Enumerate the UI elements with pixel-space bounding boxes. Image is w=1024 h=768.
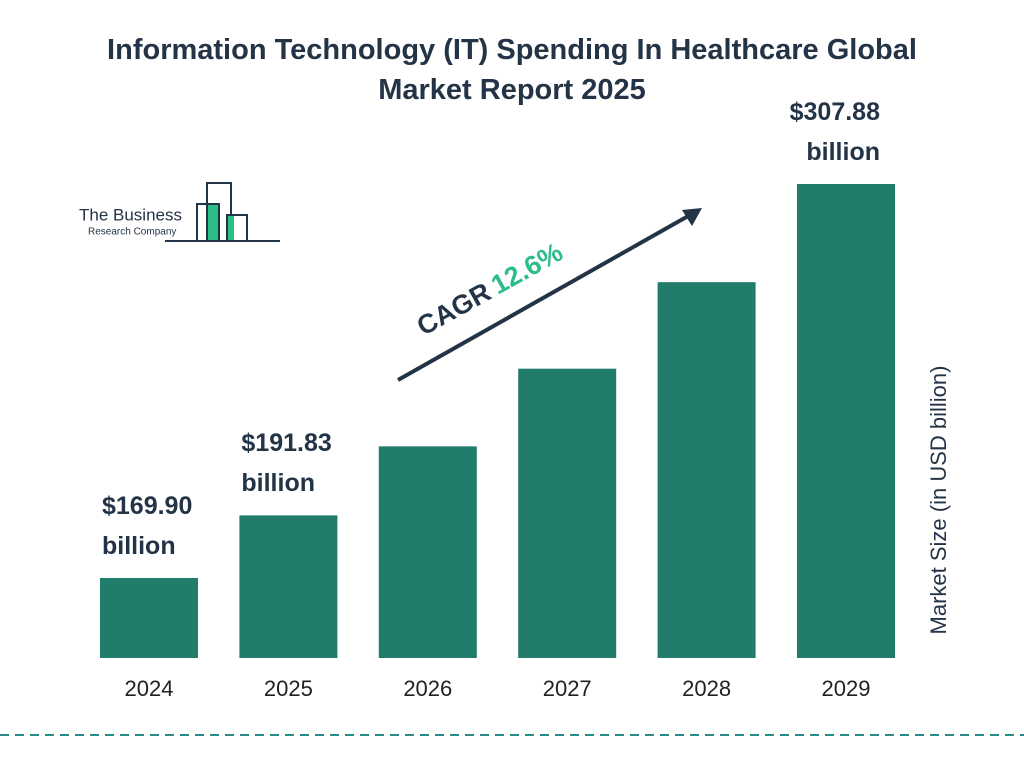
- y-axis-label: Market Size (in USD billion): [926, 366, 951, 635]
- x-tick-label: 2029: [822, 676, 871, 701]
- bar: [100, 578, 198, 658]
- logo-subtext: Research Company: [88, 227, 176, 238]
- x-tick-label: 2026: [403, 676, 452, 701]
- logo-text: The Business: [79, 205, 182, 224]
- x-tick-label: 2027: [543, 676, 592, 701]
- x-tick-label: 2025: [264, 676, 313, 701]
- value-label: $191.83 billion: [241, 429, 332, 498]
- cagr-arrow: [397, 213, 691, 382]
- bar: [797, 184, 895, 658]
- logo-accent: [228, 216, 234, 240]
- x-tick-label: 2024: [125, 676, 174, 701]
- bar: [518, 368, 617, 658]
- value-label: $169.90 billion: [102, 492, 193, 560]
- bar: [378, 446, 477, 658]
- bar: [657, 282, 756, 658]
- cagr-arrowhead: [682, 208, 702, 226]
- x-tick-label: 2028: [682, 676, 731, 701]
- value-label: $307.88 billion: [789, 98, 880, 166]
- bar: [239, 515, 338, 658]
- chart-title: Information Technology (IT) Spending In …: [107, 34, 917, 106]
- cagr-annotation: CAGR 12.6%: [412, 237, 568, 342]
- logo: [165, 182, 280, 242]
- logo-accent: [208, 205, 218, 240]
